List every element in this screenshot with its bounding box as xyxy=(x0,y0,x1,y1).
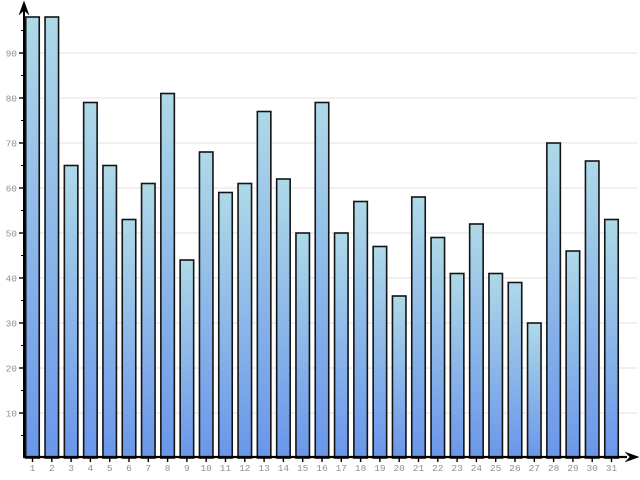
bar xyxy=(333,232,349,459)
bar xyxy=(217,191,234,459)
x-tick-label: 9 xyxy=(184,463,190,474)
bar xyxy=(546,142,562,459)
y-tick-label: 20 xyxy=(6,364,18,375)
bar xyxy=(468,223,484,459)
y-tick-label: 30 xyxy=(6,319,18,330)
x-tick-label: 21 xyxy=(413,463,425,474)
x-tick-label: 14 xyxy=(278,463,290,474)
bar xyxy=(198,151,214,459)
x-tick-label: 17 xyxy=(336,463,347,474)
x-tick-label: 29 xyxy=(567,463,579,474)
y-tick-marks xyxy=(19,30,24,436)
y-tick-label: 40 xyxy=(6,274,18,285)
bar xyxy=(372,245,388,459)
bar xyxy=(353,200,369,459)
x-tick-label: 1 xyxy=(30,463,36,474)
x-tick-label: 6 xyxy=(126,463,132,474)
y-tick-label: 70 xyxy=(6,139,18,150)
y-tick-label: 60 xyxy=(6,184,18,195)
y-tick-label: 90 xyxy=(6,49,18,60)
x-tick-label: 4 xyxy=(88,463,94,474)
bar xyxy=(82,101,98,459)
bar xyxy=(140,182,156,459)
bar xyxy=(295,232,311,459)
x-tick-label: 20 xyxy=(393,463,405,474)
bar xyxy=(24,16,41,459)
bar xyxy=(507,281,523,459)
x-axis-arrow-icon xyxy=(624,451,640,463)
x-tick-label: 8 xyxy=(165,463,171,474)
bar xyxy=(44,16,60,459)
x-tick-label: 27 xyxy=(529,463,540,474)
x-tick-label: 13 xyxy=(258,463,270,474)
x-tick-label: 12 xyxy=(239,463,251,474)
x-tick-label: 26 xyxy=(509,463,521,474)
x-tick-label: 11 xyxy=(220,463,232,474)
bar xyxy=(391,295,407,459)
x-tick-label: 7 xyxy=(145,463,151,474)
bar xyxy=(102,164,118,459)
bar xyxy=(526,322,542,459)
bars xyxy=(24,16,620,459)
bar xyxy=(275,178,291,459)
x-tick-label: 23 xyxy=(451,463,463,474)
x-tick-label: 18 xyxy=(355,463,367,474)
x-tick-marks xyxy=(31,457,613,462)
y-axis-arrow-icon xyxy=(18,0,30,16)
bar xyxy=(430,236,446,459)
bar xyxy=(565,250,581,459)
bar xyxy=(237,182,253,459)
y-tick-label: 80 xyxy=(6,94,18,105)
bar xyxy=(160,92,176,459)
bar xyxy=(603,218,620,459)
x-tick-label: 2 xyxy=(49,463,55,474)
x-tick-label: 30 xyxy=(586,463,598,474)
bar xyxy=(449,272,465,459)
bar xyxy=(584,160,600,459)
x-tick-label: 25 xyxy=(490,463,502,474)
x-tick-label: 22 xyxy=(432,463,444,474)
bar xyxy=(314,101,330,459)
x-tick-label: 10 xyxy=(200,463,212,474)
bar xyxy=(121,218,137,459)
x-tick-label: 24 xyxy=(471,463,483,474)
x-tick-label: 5 xyxy=(107,463,113,474)
x-tick-label: 19 xyxy=(374,463,386,474)
x-tick-label: 28 xyxy=(548,463,560,474)
bar xyxy=(256,110,272,459)
bar xyxy=(488,272,504,459)
bar xyxy=(410,196,427,459)
x-tick-label: 31 xyxy=(606,463,618,474)
y-tick-labels: 10 20 30 40 50 60 70 80 90 xyxy=(6,49,18,420)
bar xyxy=(63,164,79,459)
x-tick-labels: 1 2 3 4 5 6 7 8 9 10 11 12 13 14 15 16 17 18 19 20 21 22 23 24 2… xyxy=(30,463,618,474)
bar xyxy=(179,259,195,459)
x-tick-label: 16 xyxy=(316,463,328,474)
y-tick-label: 50 xyxy=(6,229,18,240)
y-tick-label: 10 xyxy=(6,409,18,420)
x-tick-label: 3 xyxy=(68,463,74,474)
x-tick-label: 15 xyxy=(297,463,309,474)
